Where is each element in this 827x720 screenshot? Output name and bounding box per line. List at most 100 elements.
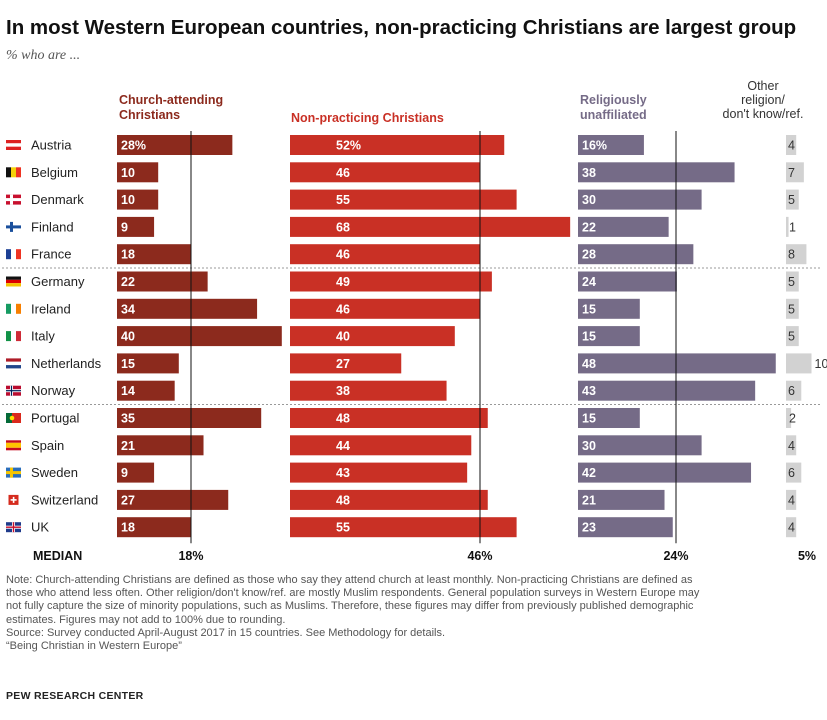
bar-segment <box>578 189 702 210</box>
column-header-other: don't know/ref. <box>723 107 804 121</box>
bar-value-label: 18 <box>121 521 135 535</box>
column-header: Christians <box>119 108 180 122</box>
bar-segment <box>578 380 756 401</box>
bar-segment <box>117 380 175 401</box>
bar-segment <box>578 435 702 456</box>
bar-segment <box>578 162 735 183</box>
bar-value-label: 14 <box>121 384 135 398</box>
bar-value-label: 48 <box>336 412 350 426</box>
bar-segment <box>786 326 799 347</box>
bar-segment <box>786 271 799 292</box>
bar-value-label: 22 <box>582 220 596 234</box>
bar-value-label: 8 <box>788 248 795 262</box>
bar-value-label: 24 <box>582 275 596 289</box>
bar-value-label: 16% <box>582 139 607 153</box>
bar-segment <box>786 189 799 210</box>
bar-value-label: 4 <box>788 493 795 507</box>
bar-segment <box>117 189 159 210</box>
bar-value-label: 27 <box>336 357 350 371</box>
bar-segment <box>290 517 517 538</box>
bar-segment <box>117 435 204 456</box>
country-label: Belgium <box>31 165 78 180</box>
bar-segment <box>578 216 669 237</box>
bar-segment <box>290 435 472 456</box>
bar-segment <box>117 135 233 155</box>
france-flag-icon <box>6 249 21 260</box>
bar-segment <box>578 462 752 483</box>
bar-value-label: 68 <box>336 220 350 234</box>
bar-value-label: 10 <box>121 166 135 180</box>
bar-segment <box>578 408 640 428</box>
netherlands-flag-icon <box>6 358 21 369</box>
country-label: Ireland <box>31 301 71 316</box>
bar-value-label: 49 <box>336 275 350 289</box>
bar-value-label: 4 <box>788 521 795 535</box>
bar-value-label: 4 <box>788 139 795 153</box>
chart-subtitle: % who are ... <box>6 48 81 63</box>
median-label: MEDIAN <box>33 549 82 563</box>
bar-segment <box>786 353 812 374</box>
bar-segment <box>290 380 447 401</box>
bar-segment <box>786 462 802 483</box>
bar-segment <box>290 244 480 265</box>
report-title-line: “Being Christian in Western Europe” <box>6 640 182 653</box>
bar-value-label: 55 <box>336 521 350 535</box>
column-header: Church-attending <box>119 93 223 107</box>
bar-segment <box>290 353 402 374</box>
note-line: not fully capture the size of minority p… <box>6 600 694 613</box>
bar-segment <box>117 462 155 483</box>
bar-value-label: 21 <box>121 439 135 453</box>
country-label: Norway <box>31 383 76 398</box>
bar-value-label: 7 <box>788 166 795 180</box>
bar-segment <box>786 244 807 265</box>
bar-value-label: 43 <box>336 466 350 480</box>
bar-value-label: 42 <box>582 466 596 480</box>
bar-value-label: 46 <box>336 166 350 180</box>
bar-segment <box>290 216 571 237</box>
bar-value-label: 38 <box>336 384 350 398</box>
bar-segment <box>290 189 517 210</box>
bar-segment <box>578 489 665 510</box>
bar-segment <box>290 408 488 428</box>
bar-segment <box>578 326 640 347</box>
bar-value-label: 15 <box>582 330 596 344</box>
note-line: Note: Church-attending Christians are de… <box>6 574 693 586</box>
bar-segment <box>578 353 776 374</box>
bar-segment <box>786 380 802 401</box>
bar-segment <box>117 298 258 319</box>
column-header-other: Other <box>747 79 778 93</box>
bar-segment <box>117 244 192 265</box>
bar-segment <box>786 298 799 319</box>
country-label: UK <box>31 520 49 535</box>
country-label: Spain <box>31 438 64 453</box>
bar-value-label: 40 <box>121 330 135 344</box>
country-label: Germany <box>31 274 85 289</box>
bar-value-label: 22 <box>121 275 135 289</box>
bar-segment <box>290 489 488 510</box>
bar-value-label: 5 <box>788 193 795 207</box>
bar-value-label: 5 <box>788 275 795 289</box>
bar-value-label: 30 <box>582 193 596 207</box>
belgium-flag-icon <box>6 167 21 178</box>
bar-segment <box>117 326 282 347</box>
bar-segment <box>290 271 492 292</box>
bar-segment <box>117 162 159 183</box>
finland-flag-icon <box>6 221 21 232</box>
country-label: Finland <box>31 219 74 234</box>
sweden-flag-icon <box>6 467 21 478</box>
ireland-flag-icon <box>6 303 21 314</box>
country-label: Austria <box>31 138 72 153</box>
note-line: those who attend less often. Other relig… <box>6 587 700 600</box>
bar-segment <box>290 298 480 319</box>
bar-value-label: 9 <box>121 466 128 480</box>
bar-value-label: 27 <box>121 493 135 507</box>
median-value: 5% <box>798 549 816 563</box>
germany-flag-icon <box>6 276 21 287</box>
bar-value-label: 10 <box>121 193 135 207</box>
bar-value-label: 2 <box>789 412 796 426</box>
bar-value-label: 23 <box>582 521 596 535</box>
median-value: 24% <box>663 549 688 563</box>
column-header-other: religion/ <box>741 93 785 107</box>
bar-value-label: 28% <box>121 139 146 153</box>
bar-value-label: 15 <box>582 412 596 426</box>
